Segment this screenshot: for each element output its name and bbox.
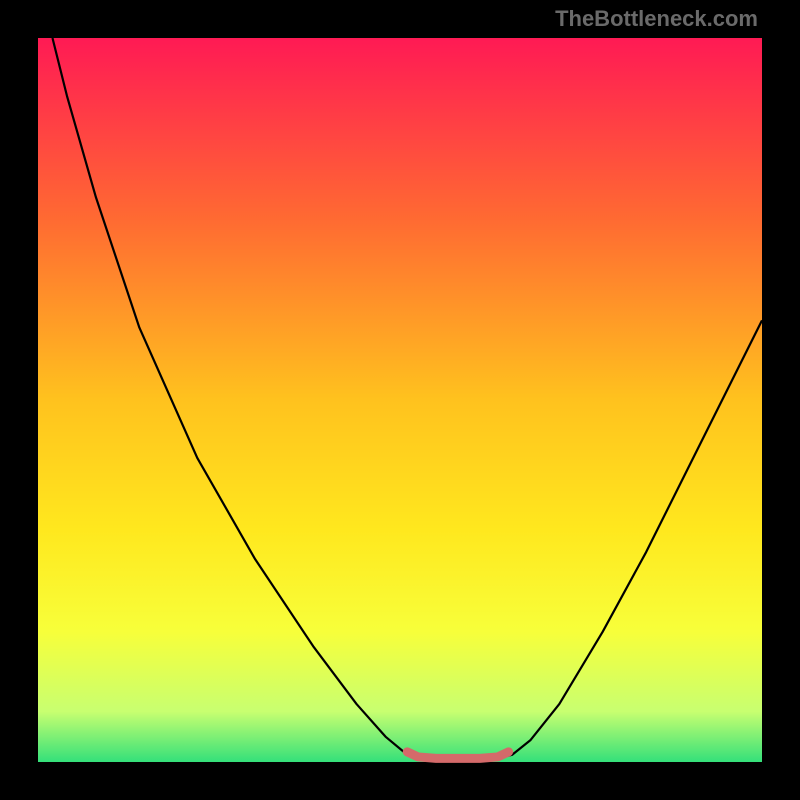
bottom-highlight: [407, 752, 508, 759]
main-curve: [52, 38, 762, 759]
plot-area: [38, 38, 762, 762]
curve-layer: [38, 38, 762, 762]
chart-container: TheBottleneck.com: [0, 0, 800, 800]
watermark-text: TheBottleneck.com: [555, 6, 758, 32]
